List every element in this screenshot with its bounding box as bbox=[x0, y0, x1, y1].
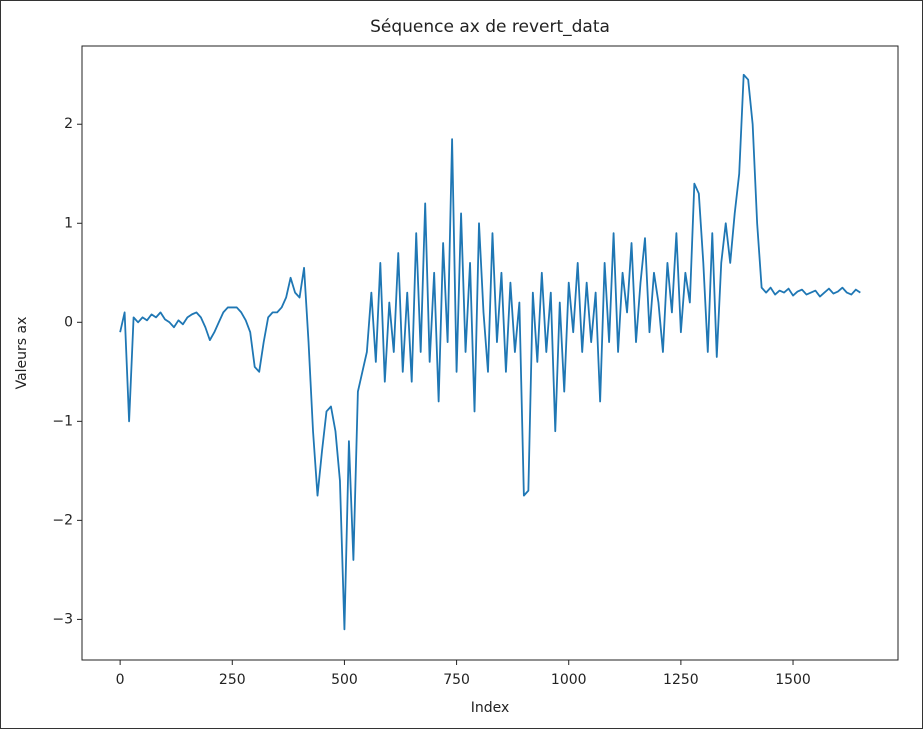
x-tick-label: 250 bbox=[219, 672, 246, 688]
x-axis-label: Index bbox=[471, 700, 510, 716]
y-tick-label: 1 bbox=[64, 215, 73, 231]
y-tick-label: −2 bbox=[52, 512, 73, 528]
x-tick-label: 500 bbox=[331, 672, 358, 688]
chart-title: Séquence ax de revert_data bbox=[370, 17, 610, 37]
x-tick-label: 0 bbox=[116, 672, 125, 688]
y-tick-label: −1 bbox=[52, 413, 73, 429]
y-axis-label: Valeurs ax bbox=[14, 317, 30, 390]
y-tick-label: −3 bbox=[52, 611, 73, 627]
y-tick-label: 2 bbox=[64, 116, 73, 132]
y-tick-label: 0 bbox=[64, 314, 73, 330]
plot-border bbox=[81, 45, 899, 661]
x-tick-label: 750 bbox=[443, 672, 470, 688]
x-tick-label: 1000 bbox=[551, 672, 587, 688]
data-line bbox=[119, 73, 861, 631]
x-tick-label: 1250 bbox=[663, 672, 699, 688]
x-tick-label: 1500 bbox=[775, 672, 811, 688]
